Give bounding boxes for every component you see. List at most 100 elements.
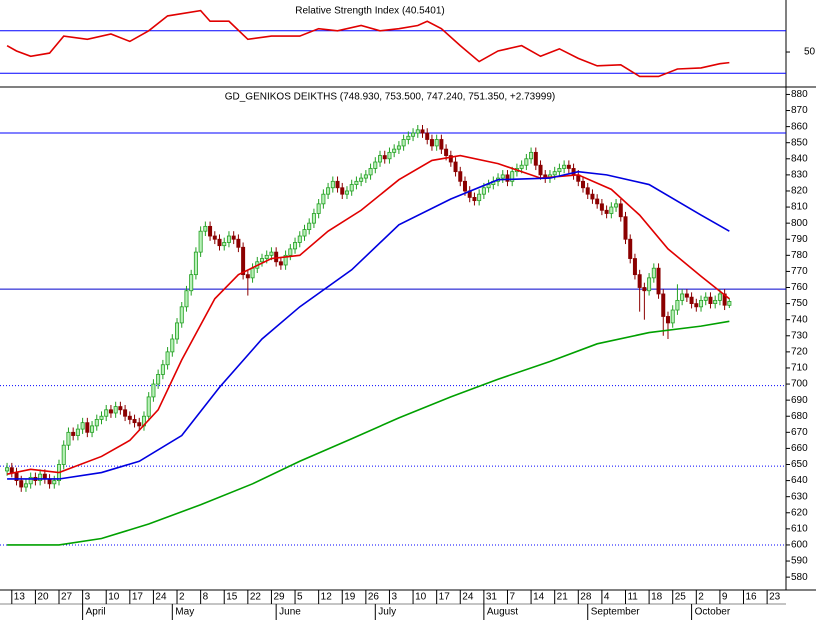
y-tick-label: 650 bbox=[791, 459, 808, 470]
x-tick-label: 3 bbox=[391, 592, 397, 603]
candle-body bbox=[552, 171, 557, 176]
y-tick-label: 740 bbox=[791, 314, 808, 325]
candle-body bbox=[581, 180, 586, 189]
candle-body bbox=[137, 422, 142, 427]
x-tick-label: 26 bbox=[368, 592, 380, 603]
candle-body bbox=[321, 193, 326, 205]
candle-body bbox=[193, 251, 198, 276]
candle-body bbox=[165, 351, 170, 366]
x-tick-label: 8 bbox=[203, 592, 209, 603]
candle-body bbox=[75, 428, 80, 436]
y-tick-label: 750 bbox=[791, 298, 808, 309]
candle-body bbox=[444, 148, 449, 156]
candle-body bbox=[642, 287, 647, 292]
x-tick-label: 28 bbox=[580, 592, 592, 603]
x-tick-label: 18 bbox=[651, 592, 663, 603]
x-tick-label: 3 bbox=[85, 592, 91, 603]
candle-body bbox=[274, 251, 279, 263]
candle-body bbox=[264, 254, 269, 259]
candle-body bbox=[38, 473, 43, 481]
y-tick-label: 50 bbox=[804, 47, 816, 58]
candle-body bbox=[694, 303, 699, 308]
candle-body bbox=[170, 338, 175, 353]
candle-body bbox=[189, 274, 194, 292]
candle-body bbox=[307, 222, 312, 230]
candle-body bbox=[415, 129, 420, 134]
candle-body bbox=[713, 299, 718, 305]
x-tick-label: 15 bbox=[226, 592, 238, 603]
candle-body bbox=[222, 242, 227, 247]
candle-body bbox=[80, 422, 85, 430]
candle-body bbox=[278, 261, 283, 266]
candle-body bbox=[538, 164, 543, 176]
month-label: October bbox=[695, 607, 731, 618]
x-tick-label: 10 bbox=[415, 592, 427, 603]
candle-body bbox=[179, 306, 184, 324]
candle-body bbox=[661, 293, 666, 317]
candle-body bbox=[311, 213, 316, 224]
candle-body bbox=[387, 151, 392, 160]
candle-body bbox=[651, 267, 656, 279]
x-tick-label: 17 bbox=[439, 592, 451, 603]
candle-body bbox=[703, 296, 708, 301]
candle-body bbox=[557, 168, 562, 173]
candle-body bbox=[614, 203, 619, 208]
candle-body bbox=[675, 299, 680, 311]
candle-body bbox=[71, 431, 76, 436]
month-label: June bbox=[279, 607, 301, 618]
x-tick-label: 31 bbox=[486, 592, 498, 603]
candle-body bbox=[684, 293, 689, 298]
y-tick-label: 830 bbox=[791, 170, 808, 181]
month-label: July bbox=[378, 607, 396, 618]
candle-body bbox=[472, 197, 477, 202]
candle-body bbox=[212, 235, 217, 240]
x-tick-label: 24 bbox=[155, 592, 167, 603]
candle-body bbox=[335, 180, 340, 189]
y-tick-label: 590 bbox=[791, 556, 808, 567]
x-tick-label: 5 bbox=[297, 592, 303, 603]
candle-body bbox=[326, 187, 331, 195]
x-tick-label: 24 bbox=[462, 592, 474, 603]
candle-body bbox=[236, 238, 241, 248]
candle-body bbox=[510, 171, 515, 182]
candle-body bbox=[231, 235, 236, 240]
candle-body bbox=[448, 155, 453, 163]
rsi-line bbox=[6, 9, 730, 78]
candle-body bbox=[217, 238, 222, 247]
candle-body bbox=[533, 151, 538, 166]
candle-body bbox=[562, 164, 567, 169]
candle-body bbox=[406, 135, 411, 140]
candle-body bbox=[184, 290, 189, 308]
x-tick-label: 9 bbox=[722, 592, 728, 603]
y-tick-label: 620 bbox=[791, 507, 808, 518]
candle-body bbox=[689, 296, 694, 305]
candle-body bbox=[156, 373, 161, 385]
y-tick-label: 690 bbox=[791, 395, 808, 406]
candle-body bbox=[656, 267, 661, 295]
candle-body bbox=[340, 187, 345, 195]
candle-body bbox=[23, 483, 28, 488]
candle-body bbox=[458, 171, 463, 182]
x-tick-label: 29 bbox=[273, 592, 285, 603]
candle-body bbox=[175, 322, 180, 340]
candle-body bbox=[52, 480, 57, 485]
y-tick-label: 760 bbox=[791, 282, 808, 293]
candle-body bbox=[250, 267, 255, 279]
candle-body bbox=[411, 132, 416, 137]
candle-body bbox=[330, 180, 335, 189]
candle-body bbox=[453, 161, 458, 173]
candle-body bbox=[344, 190, 349, 195]
candle-body bbox=[722, 293, 727, 306]
x-tick-label: 22 bbox=[250, 592, 262, 603]
candle-body bbox=[481, 187, 486, 195]
candle-body bbox=[420, 129, 425, 134]
candle-body bbox=[99, 415, 104, 420]
candle-body bbox=[108, 409, 113, 414]
candle-body bbox=[66, 431, 71, 446]
y-tick-label: 720 bbox=[791, 347, 808, 358]
x-tick-label: 7 bbox=[509, 592, 515, 603]
candle-body bbox=[670, 309, 675, 324]
y-tick-label: 820 bbox=[791, 186, 808, 197]
y-tick-label: 700 bbox=[791, 379, 808, 390]
